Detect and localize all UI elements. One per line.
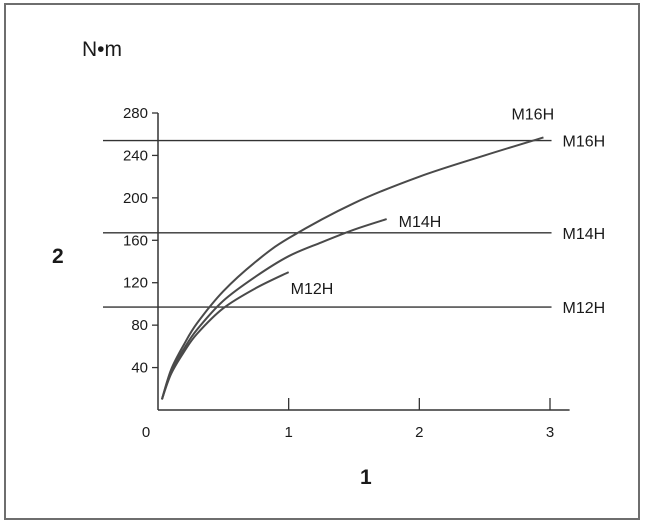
y-unit-label: N•m [82, 38, 122, 61]
reference-label-m12h: M12H [563, 300, 606, 317]
curve-label-m16h: M16H [511, 106, 554, 123]
x-axis-marker: 1 [360, 466, 372, 489]
curve-m12h [160, 271, 290, 400]
reference-label-m14h: M14H [563, 226, 606, 243]
y-tick-label-120: 120 [123, 275, 148, 292]
y-axis-marker: 2 [52, 245, 64, 268]
x-tick-label-0: 0 [142, 424, 150, 441]
y-tick-label-40: 40 [131, 360, 148, 377]
y-tick-label-80: 80 [131, 317, 148, 334]
x-tick-label-1: 1 [284, 424, 292, 441]
curve-m14h [160, 218, 387, 400]
curve-label-m12h: M12H [291, 281, 334, 298]
x-tick-label-2: 2 [415, 424, 423, 441]
y-tick-label-280: 280 [123, 105, 148, 122]
y-tick-label-160: 160 [123, 232, 148, 249]
reference-label-m16h: M16H [563, 134, 606, 151]
y-tick-label-240: 240 [123, 147, 148, 164]
curve-m16h [160, 136, 544, 400]
chart-frame [4, 3, 640, 520]
x-tick-label-3: 3 [546, 424, 554, 441]
y-tick-label-200: 200 [123, 190, 148, 207]
curve-label-m14h: M14H [399, 214, 442, 231]
